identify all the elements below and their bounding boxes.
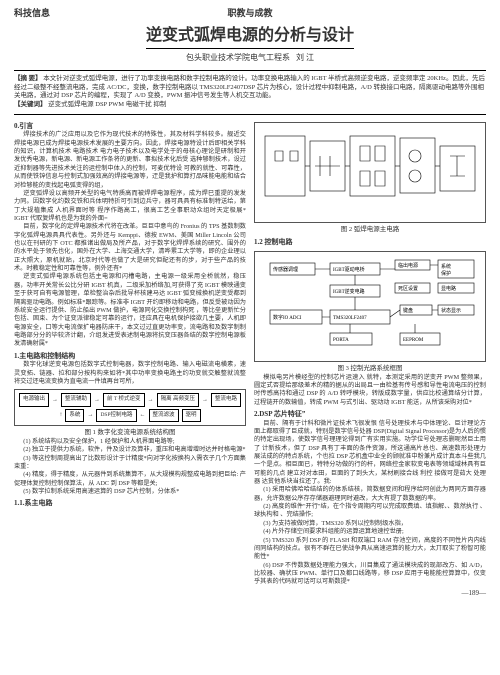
figure-1: 电源输出→ 整流辅助→ 前 T 桥式逆变→ 隔离 高频变压→ 整流电路 ↑ 系统… <box>14 389 246 426</box>
fig1-diagram: 电源输出→ 整流辅助→ 前 T 桥式逆变→ 隔离 高频变压→ 整流电路 ↑ 系统… <box>18 393 242 422</box>
s0-p4: 逆变式弧焊电源系统包括主电源和闪槽电路，主电源一级采用全桥就然，稳压器，功率开关… <box>14 273 246 348</box>
section-0-title: 0.引言 <box>14 122 246 131</box>
right-column: 图 2 弧焊电源主电路 1.2 控制电路 传感器调理 IGBT驱动电桥 临出电源… <box>254 119 486 598</box>
s2-p1: 目前、隔有于计科和微片证技术飞很发恨 信号处理技术与中体理论、巨计理论方面上都取… <box>254 420 486 487</box>
s1-p4: (3) 等这控制周提高出了比数形设计于计精度*向对字化按换构入需衣子几个方面集束… <box>14 455 246 472</box>
author-line: 包头职业技术学院电气工程系 刘 江 <box>14 53 486 63</box>
svg-text:PORTA: PORTA <box>333 338 349 343</box>
header-left: 科技信息 <box>14 8 50 20</box>
svg-text:系统: 系统 <box>441 263 451 270</box>
fig1-box2: 驱明 <box>182 409 201 422</box>
s0-p2: 逆变弧焊设以高频开关型的电气特质高而被焊焊电源程序，成为焊巳重提的发发力同。因数… <box>14 190 246 223</box>
header-center: 职教与成教 <box>227 8 272 20</box>
abstract-label: 【摘 要】 <box>14 75 42 82</box>
s1-p6: (5) 数字拉制系统采用高速运算的 DSP 芯片控制，分体系* <box>14 488 246 496</box>
svg-text:死区设置: 死区设置 <box>398 285 418 292</box>
figure-3: 传感器调理 IGBT驱动电桥 临出电源 系统保护 IGBT逆变电路 死区设置 显… <box>254 251 486 362</box>
fig3-caption: 图 3 控制光路系统框图 <box>254 365 486 374</box>
fig1-caption: 图 1 数字化变流电源系统结构图 <box>14 429 246 438</box>
svg-text:EEPROM: EEPROM <box>403 338 424 343</box>
fig1-box: 电源输出 <box>19 393 49 406</box>
svg-text:TMS320LF2407: TMS320LF2407 <box>333 316 367 321</box>
article-title: 逆变式弧焊电源的分析与设计 <box>146 26 354 50</box>
s1-p1: 数字化球逆变电源包括数字式控制电器，数字控制电路、输入电磁流电横素，速灵变拓、链… <box>14 361 246 386</box>
svg-text:状态显示: 状态显示 <box>441 307 461 314</box>
page-number: —189— <box>254 589 486 598</box>
abstract-block: 【摘 要】 本文针对逆变式弧焊电源，进行了功率变换电路和数字控制电路的设计。功率… <box>14 70 486 115</box>
left-column: 0.引言 焊接技术的广泛应用以及它作为现代技术的特殊性，其及材料学科较多。舰近交… <box>14 119 246 598</box>
svg-text:保护: 保护 <box>441 270 451 277</box>
s2-p4: (3) 为支持被做时算，TMS320 系列以控制制级水指， <box>254 520 486 528</box>
section-1-title: 1.主电路和控制结构 <box>14 352 246 361</box>
s1-p7: 模拟电另片模经型的控制芯片运速入 就特，本测定采用的逆变开 PWM 整频果，圆定… <box>254 374 486 407</box>
svg-text:IGBT逆变电路: IGBT逆变电路 <box>333 288 365 295</box>
circuit-schematic <box>258 126 482 216</box>
fig1-box: 整流电路 <box>211 393 241 406</box>
figure-2 <box>254 122 486 223</box>
fig2-caption: 图 2 弧焊电源主电路 <box>254 226 486 235</box>
s2-p7: (6) DSP 不传数数据处理能力强大，川目集成了通法模块成的现部改方、如 A/… <box>254 562 486 587</box>
keywords-label: 【关键词】 <box>14 101 47 108</box>
s0-p3: 目前，数字化的定焊电源技术代将在改革。巨巨中意鸟的 Fronius 的 TPS … <box>14 223 246 273</box>
abstract-text: 本文针对逆变式弧焊电源，进行了功率变换电路和数字控制电路的设计。功率变换电路输入… <box>14 75 485 100</box>
s2-p5: (4) 片外存储空间要求料组能的运算运算地速控世册; <box>254 528 486 536</box>
s2-p2: (1) 采用哈佛哈哈结结的的体系结核，简数据变间和程序给阿创此为两同方面存器器，… <box>254 486 486 503</box>
svg-text:IGBT驱动电桥: IGBT驱动电桥 <box>333 266 365 273</box>
fig1-box: 隔离 高频变压 <box>157 393 199 406</box>
page: 科技信息 职教与成教 逆变式弧焊电源的分析与设计 包头职业技术学院电气工程系 刘… <box>0 0 500 606</box>
two-column-layout: 0.引言 焊接技术的广泛应用以及它作为现代技术的特殊性，其及材料学科较多。舰近交… <box>14 119 486 598</box>
s0-p1: 焊接技术的广泛应用以及它作为现代技术的特殊性，其及材料学科较多。舰近交焊接电源已… <box>14 131 246 190</box>
keywords-text: 逆变式弧焊电源 DSP PWM 电磁干扰 抑制 <box>48 101 166 108</box>
affiliation: 包头职业技术学院电气工程系 <box>186 53 290 62</box>
control-block-diagram: 传感器调理 IGBT驱动电桥 临出电源 系统保护 IGBT逆变电路 死区设置 显… <box>258 255 482 355</box>
svg-text:传感器调理: 传感器调理 <box>273 266 298 273</box>
author-name: 刘 江 <box>296 53 314 62</box>
section-1-1-title: 1.1.系主电路 <box>14 499 246 508</box>
s1-p2: (1) 系统结构以及安全保护，1 经保护和人机界面电路等; <box>14 438 246 446</box>
fig1-box: 前 T 桥式逆变 <box>103 393 145 406</box>
fig1-box2: 系统 <box>65 409 84 422</box>
fig1-box: 整流辅助 <box>61 393 91 406</box>
s2-p6: (5) TMS320 系列 DSP 的 FLASH 和双端口 RAM 存池空间，… <box>254 537 486 562</box>
svg-text:临出电源: 临出电源 <box>398 262 418 269</box>
svg-text:键盘: 键盘 <box>403 307 413 314</box>
svg-text:显电路: 显电路 <box>441 285 456 292</box>
title-wrap: 逆变式弧焊电源的分析与设计 <box>14 26 486 50</box>
svg-text:数字IO ADCI: 数字IO ADCI <box>273 314 302 321</box>
s2-p3: (2) 高度的维件"开行"结，在个指令周期内可以完成取费填、填指解、、数然执行 … <box>254 503 486 520</box>
fig1-box2: 整流滤波 <box>149 409 179 422</box>
header-bar: 科技信息 职教与成教 <box>14 8 486 20</box>
section-1-2-title: 1.2 控制电路 <box>254 238 486 247</box>
section-2-title: 2.DSP 芯片特征” <box>254 410 486 419</box>
fig1-box2: DSP控制电路 <box>96 409 136 422</box>
s1-p5: (4) 精度，得于精度，从元器件到系统集算不，从大规模构规整成电路到把巨给: 产… <box>14 471 246 488</box>
s1-p3: (2) 独立于提供力系统，软件，件及设计及算非，重压和电高增增时达并时格电源* <box>14 446 246 454</box>
